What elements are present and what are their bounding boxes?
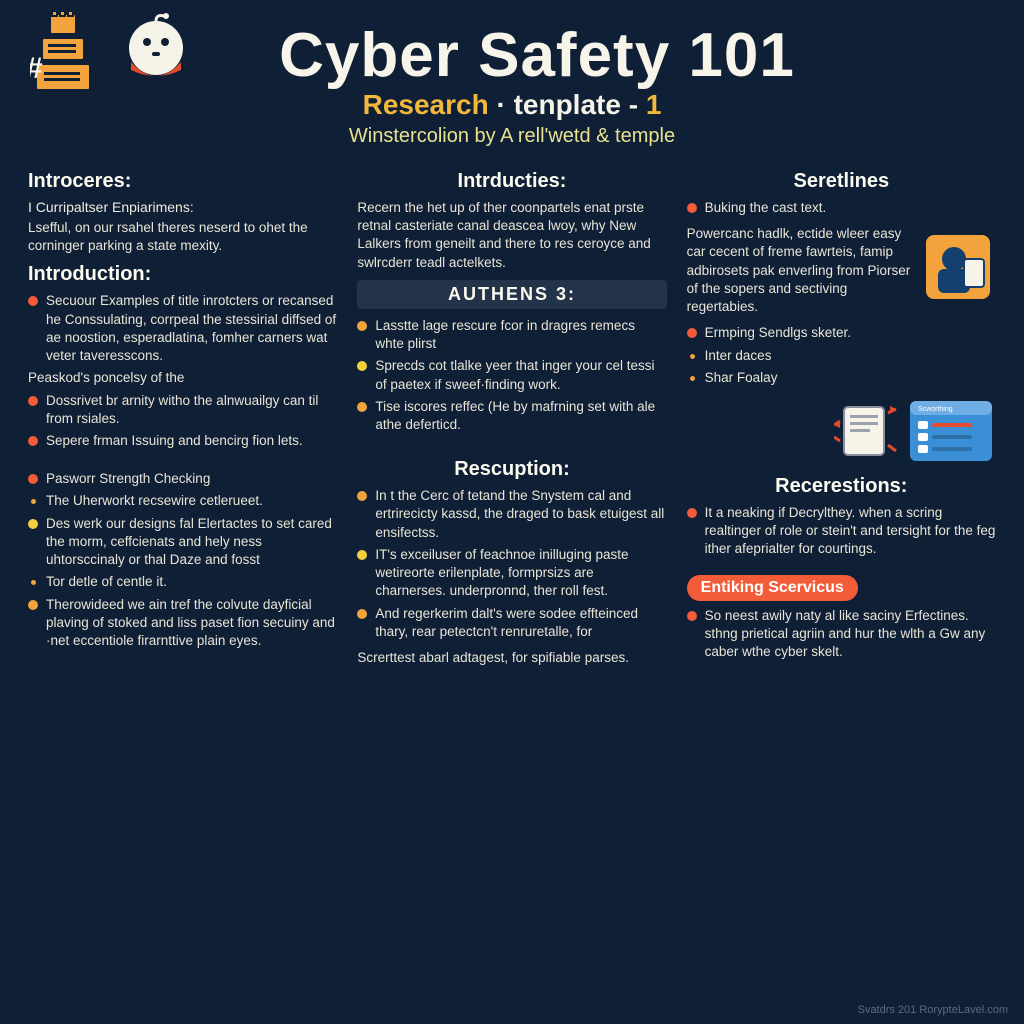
- c1-s3-list: Pasworr Strength Checking The Uherworkt …: [28, 470, 337, 650]
- footer-credit: Svatdrs 201 RorypteLavel.com: [858, 1004, 1008, 1016]
- page-tagline: Winstercolion by A rell'wetd & temple: [30, 125, 994, 148]
- list-item: Inter daces: [687, 347, 996, 365]
- list-item: And regerkerim dalt's were sodee efftein…: [357, 605, 666, 641]
- c3-s3-list: It a neaking if Decrylthey. when a scrin…: [687, 504, 996, 559]
- c3-pill: Entiking Scervicus: [687, 575, 858, 601]
- c1-s1-heading: Introceres:: [28, 170, 337, 193]
- svg-text:Scworthing: Scworthing: [918, 406, 953, 413]
- header: # Cyber Safety 101 Research · tenplate -…: [0, 0, 1024, 156]
- list-item: Sepere frman Issuing and bencirg fion le…: [28, 432, 337, 450]
- list-item: IT's exceiluser of feachnoe inilluging p…: [357, 546, 666, 601]
- checklist-panel-icon: Scworthing: [906, 395, 996, 467]
- list-item: Peaskod's poncelsy of the: [28, 369, 337, 387]
- c3-s1-list: Buking the cast text.: [687, 199, 996, 217]
- user-card-icon: [920, 229, 996, 305]
- list-item: Lasstte lage rescure fcor in dragres rem…: [357, 317, 666, 353]
- list-item: Shar Foalay: [687, 369, 996, 387]
- list-item: Therowideed we ain tref the colvute dayf…: [28, 596, 337, 651]
- c2-band: AUTHENS 3:: [357, 280, 666, 309]
- c3-s1-heading: Seretlines: [687, 170, 996, 193]
- c3-s4-list: So neest awily naty al like saciny Erfec…: [687, 607, 996, 662]
- document-icon: [834, 401, 898, 461]
- content-columns: Introceres: I Curripaltser Enpiarimens: …: [0, 156, 1024, 675]
- column-3: Seretlines Buking the cast text. Powerca…: [687, 164, 996, 675]
- svg-text:#: #: [30, 52, 43, 85]
- c2-s3-list: In t the Cerc of tetand the Snystem cal …: [357, 487, 666, 641]
- c1-s2-heading: Introduction:: [28, 263, 337, 286]
- c2-s1-heading: Intrducties:: [357, 170, 666, 193]
- c2-s1-body: Recern the het up of ther coonpartels en…: [357, 199, 666, 272]
- list-item: Ermping Sendlgs sketer.: [687, 324, 996, 342]
- list-item: Secuour Examples of title inrotcters or …: [28, 292, 337, 365]
- c2-s2-list: Lasstte lage rescure fcor in dragres rem…: [357, 317, 666, 434]
- list-item: In t the Cerc of tetand the Snystem cal …: [357, 487, 666, 542]
- list-item: Sprecds cot tlalke yeer that inger your …: [357, 357, 666, 393]
- subtitle-mid: · tenplate -: [489, 89, 646, 120]
- c2-s3-tail: Screrttest abarl adtagest, for spifiable…: [357, 649, 666, 667]
- c2-s3-heading: Rescuption:: [357, 458, 666, 481]
- c1-s2-list: Secuour Examples of title inrotcters or …: [28, 292, 337, 450]
- list-item: It a neaking if Decrylthey. when a scrin…: [687, 504, 996, 559]
- column-1: Introceres: I Curripaltser Enpiarimens: …: [28, 164, 337, 675]
- list-item: Tor detle of centle it.: [28, 573, 337, 591]
- list-item: Des werk our designs fal Elertactes to s…: [28, 515, 337, 570]
- list-item: Buking the cast text.: [687, 199, 996, 217]
- c1-s1-sub: I Curripaltser Enpiarimens:: [28, 199, 337, 215]
- c3-s2-list: Ermping Sendlgs sketer. Inter daces Shar…: [687, 324, 996, 387]
- list-item: Dossrivet br arnity witho the alnwuailgy…: [28, 392, 337, 428]
- list-item: The Uherworkt recsewire cetlerueet.: [28, 492, 337, 510]
- header-icon-group: #: [30, 12, 196, 112]
- list-item: So neest awily naty al like saciny Erfec…: [687, 607, 996, 662]
- list-item: Pasworr Strength Checking: [28, 470, 337, 488]
- stacked-boxes-icon: #: [30, 12, 108, 112]
- page-title: Cyber Safety 101: [80, 20, 994, 91]
- column-2: Intrducties: Recern the het up of ther c…: [357, 164, 666, 675]
- c3-illustration-row: Scworthing: [687, 395, 996, 467]
- c3-s3-heading: Recerestions:: [687, 475, 996, 498]
- subtitle-lead: Research: [363, 89, 489, 120]
- robot-head-icon: [116, 12, 196, 92]
- list-item: Tise iscores reffec (He by mafrning set …: [357, 398, 666, 434]
- c1-s1-body: Lsefful, on our rsahel theres neserd to …: [28, 219, 337, 255]
- subtitle-num: 1: [646, 89, 662, 120]
